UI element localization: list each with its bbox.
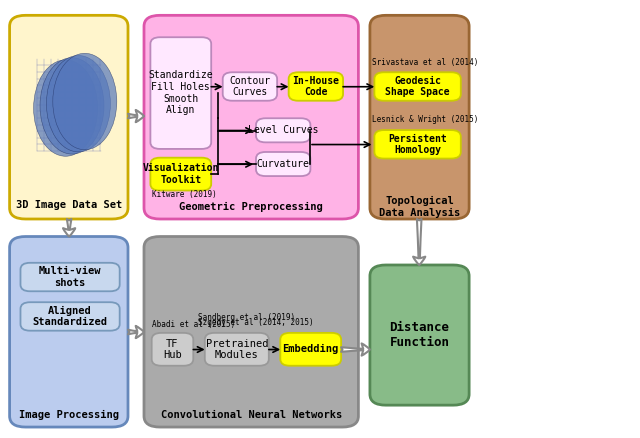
Text: Topological
Data Analysis: Topological Data Analysis [379,196,460,218]
Text: Kitware (2019): Kitware (2019) [152,191,216,199]
Text: In-House
Code: In-House Code [292,76,339,97]
FancyBboxPatch shape [205,333,269,366]
FancyBboxPatch shape [370,15,469,219]
Text: Visualization
Toolkit: Visualization Toolkit [143,163,219,185]
Text: Sandberg et al (2019): Sandberg et al (2019) [198,313,296,322]
Ellipse shape [47,56,111,152]
Text: Image Processing: Image Processing [19,410,119,420]
Ellipse shape [33,60,97,156]
Text: Geodesic
Shape Space: Geodesic Shape Space [385,76,450,97]
Text: Embedding: Embedding [283,344,339,354]
Text: Standardize
Fill Holes
Smooth
Align: Standardize Fill Holes Smooth Align [148,71,213,115]
Text: Pretrained
Modules: Pretrained Modules [205,339,268,360]
FancyBboxPatch shape [20,263,120,291]
FancyBboxPatch shape [374,130,461,159]
Text: Geometric Preprocessing: Geometric Preprocessing [179,202,323,212]
Text: Distance
Function: Distance Function [390,321,449,349]
FancyBboxPatch shape [370,265,469,405]
Text: Lesnick & Wright (2015): Lesnick & Wright (2015) [372,115,479,124]
Text: Srivastava et al (2014): Srivastava et al (2014) [372,58,479,67]
FancyBboxPatch shape [256,118,310,142]
Ellipse shape [40,58,104,154]
FancyBboxPatch shape [10,237,128,427]
Text: Persistent
Homology: Persistent Homology [388,134,447,155]
Text: TF
Hub: TF Hub [163,339,182,360]
FancyBboxPatch shape [150,158,211,191]
FancyBboxPatch shape [374,72,461,101]
Text: 3D Image Data Set: 3D Image Data Set [15,200,122,210]
FancyBboxPatch shape [152,333,193,366]
FancyBboxPatch shape [20,302,120,331]
Text: Aligned
Standardized: Aligned Standardized [33,306,108,327]
FancyBboxPatch shape [289,72,343,101]
Text: Level Curves: Level Curves [248,125,319,135]
FancyBboxPatch shape [256,152,310,176]
Text: Multi-view
shots: Multi-view shots [39,266,101,288]
Text: Szgedy et al (2014, 2015): Szgedy et al (2014, 2015) [198,318,314,327]
FancyBboxPatch shape [280,333,341,366]
Text: Convolutional Neural Networks: Convolutional Neural Networks [161,410,342,420]
FancyBboxPatch shape [10,15,128,219]
Text: Curvature: Curvature [257,159,310,169]
FancyBboxPatch shape [144,15,358,219]
Text: Abadi et al (2015): Abadi et al (2015) [152,320,235,328]
Text: Contour
Curves: Contour Curves [229,76,271,97]
FancyBboxPatch shape [150,37,211,149]
FancyBboxPatch shape [223,72,277,101]
Ellipse shape [53,53,117,150]
FancyBboxPatch shape [144,237,358,427]
